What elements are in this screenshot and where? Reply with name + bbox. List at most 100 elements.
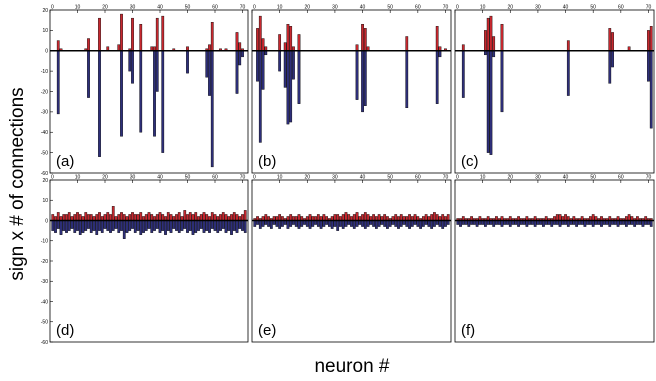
bar-negative <box>95 220 99 235</box>
bar-negative <box>416 220 420 227</box>
bar-negative <box>435 50 439 104</box>
bar-positive <box>122 214 126 221</box>
bar-negative <box>125 220 129 233</box>
bar-negative <box>76 220 79 231</box>
bar-positive <box>278 34 282 51</box>
bar-positive <box>56 212 60 221</box>
x-tick-label: 30 <box>130 5 136 11</box>
bar-positive <box>221 212 225 221</box>
bar-negative <box>330 220 334 229</box>
bar-positive <box>333 214 337 221</box>
bar-negative <box>508 220 512 227</box>
bar-positive <box>111 206 115 221</box>
bar-positive <box>169 214 173 221</box>
bar-positive <box>84 212 88 221</box>
bar-negative <box>208 50 211 96</box>
bar-negative <box>608 220 612 227</box>
bar-negative <box>128 220 132 231</box>
bar-positive <box>286 24 290 51</box>
bar-negative <box>355 220 359 227</box>
bar-negative <box>441 220 445 229</box>
bar-positive <box>492 36 496 51</box>
bar-negative <box>397 220 400 229</box>
bar-negative <box>81 220 85 233</box>
y-tick-label: -20 <box>41 259 48 265</box>
bar-positive <box>394 214 398 221</box>
bar-positive <box>191 214 195 221</box>
bar-negative <box>166 220 170 231</box>
y-tick-label: 10 <box>42 28 48 34</box>
bar-negative <box>475 220 479 227</box>
x-tick-label: 20 <box>102 5 108 11</box>
bar-positive <box>117 44 121 51</box>
bar-negative <box>467 220 471 227</box>
x-tick-label: 70 <box>646 175 652 181</box>
bar-negative <box>289 50 293 123</box>
bar-positive <box>336 214 340 221</box>
bar-negative <box>377 220 381 227</box>
y-tick-label: 0 <box>45 49 48 55</box>
bar-positive <box>139 212 143 221</box>
x-tick-label: 40 <box>157 5 163 11</box>
bar-negative <box>142 220 145 233</box>
bar-positive <box>144 214 148 221</box>
bar-positive <box>564 214 567 221</box>
x-tick-label: 10 <box>480 175 486 181</box>
bar-positive <box>256 28 259 51</box>
bar-positive <box>87 38 90 51</box>
bar-positive <box>95 214 99 221</box>
bar-negative <box>136 220 140 231</box>
bar-negative <box>419 220 422 229</box>
bar-negative <box>114 220 118 229</box>
bar-negative <box>241 50 244 58</box>
bar-negative <box>169 220 173 233</box>
bar-negative <box>131 220 134 229</box>
bar-negative <box>56 220 60 229</box>
bar-positive <box>308 214 312 221</box>
bar-positive <box>355 44 359 51</box>
bar-negative <box>59 220 63 235</box>
bar-negative <box>533 220 537 227</box>
x-tick-label: 30 <box>332 175 338 181</box>
bar-positive <box>120 13 123 51</box>
bar-positive <box>186 214 189 221</box>
bar-negative <box>70 220 74 229</box>
y-tick-label: -60 <box>41 340 48 346</box>
bar-negative <box>386 220 389 229</box>
bar-negative <box>322 220 326 227</box>
bar-positive <box>558 214 562 221</box>
bar-positive <box>235 214 239 221</box>
bar-negative <box>205 220 209 231</box>
bar-positive <box>278 214 282 221</box>
bar-negative <box>649 220 653 227</box>
bar-positive <box>241 214 244 221</box>
bar-negative <box>164 220 167 235</box>
y-tick-label: -30 <box>41 110 48 116</box>
x-tick-label: 20 <box>507 5 513 11</box>
panel-d: 0 10 20 30 40 50 60 70 20 10 0 -10 -20 -30 -40 -50 -60 (d… <box>41 175 249 346</box>
bar-positive <box>62 214 66 221</box>
bar-negative <box>216 220 220 233</box>
bar-positive <box>205 214 209 221</box>
bar-positive <box>128 214 132 221</box>
bar-positive <box>177 212 181 221</box>
bar-positive <box>208 44 211 51</box>
bar-positive <box>213 214 217 221</box>
bar-positive <box>103 214 107 221</box>
bar-negative <box>56 50 60 115</box>
bar-negative <box>600 220 603 227</box>
bar-positive <box>435 26 439 51</box>
bar-positive <box>430 214 434 221</box>
bar-negative <box>438 220 442 227</box>
y-tick-label: -40 <box>41 299 48 305</box>
bar-negative <box>120 50 123 137</box>
bar-negative <box>89 220 93 233</box>
y-tick-label: 10 <box>42 198 48 204</box>
bar-positive <box>199 214 203 221</box>
bar-negative <box>158 220 162 233</box>
bar-negative <box>227 220 231 231</box>
bar-negative <box>517 220 520 227</box>
x-tick-label: 10 <box>277 5 283 11</box>
bar-positive <box>405 36 409 51</box>
bar-negative <box>405 50 409 108</box>
